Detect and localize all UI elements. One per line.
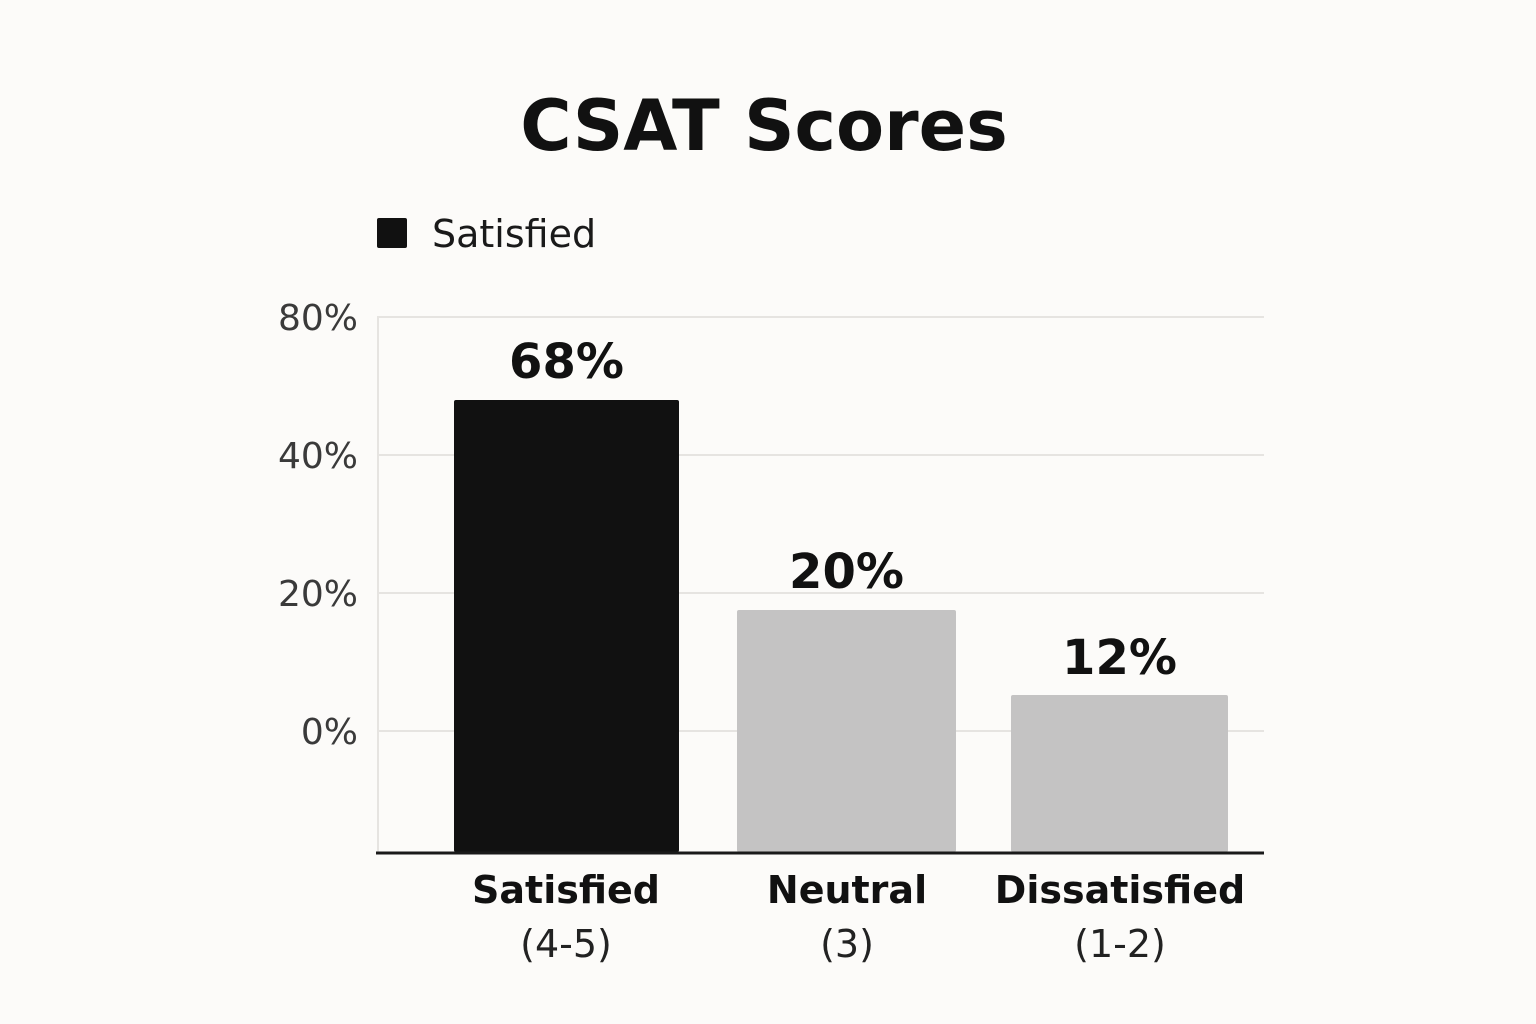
legend: Satisfied	[377, 212, 596, 256]
x-tick-sublabel: (3)	[820, 922, 874, 966]
value-labels: 68% 20% 12%	[509, 334, 1177, 686]
x-axis-categories: Satisfied (4-5) Neutral (3) Dissatisfied (1-2…	[472, 868, 1245, 966]
data-label: 20%	[789, 544, 904, 600]
bar	[454, 400, 679, 852]
x-tick-label: Dissatisfied	[995, 868, 1245, 912]
x-tick-label: Satisfied	[472, 868, 660, 912]
data-label: 12%	[1062, 630, 1177, 686]
x-tick-label: Neutral	[767, 868, 927, 912]
y-axis-ticks: 0% 20% 40% 80%	[278, 298, 358, 753]
x-tick-sublabel: (4-5)	[520, 922, 612, 966]
chart-title: CSAT Scores	[520, 85, 1008, 167]
y-tick-label: 0%	[301, 712, 358, 753]
bar	[737, 610, 956, 852]
legend-swatch	[377, 218, 407, 248]
axes	[376, 316, 1264, 855]
legend-label: Satisfied	[432, 212, 596, 256]
y-tick-label: 40%	[278, 436, 358, 477]
x-tick-sublabel: (1-2)	[1074, 922, 1166, 966]
y-tick-label: 80%	[278, 298, 358, 339]
data-label: 68%	[509, 334, 624, 390]
y-tick-label: 20%	[278, 574, 358, 615]
bar	[1011, 695, 1228, 852]
bars	[454, 400, 1228, 852]
